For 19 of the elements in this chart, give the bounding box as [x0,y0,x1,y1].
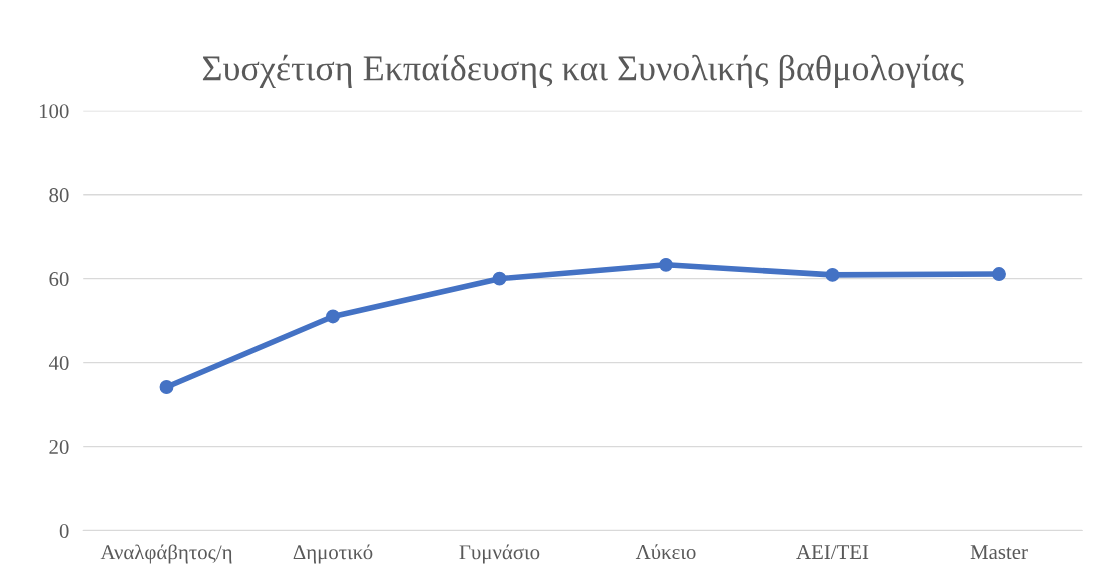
y-tick-label: 80 [49,188,69,203]
x-tick-label: Γυμνάσιο [459,544,540,564]
x-tick-label: Master [970,545,1028,560]
point [825,267,840,282]
y-tick-label: 100 [39,104,69,119]
x-tick-label: Αναλφάβητος/η [100,544,232,564]
chart-title: Συσχέτιση Εκπαίδευσης και Συνολικής βαθμολογίας [202,54,964,88]
y-tick-label: 20 [49,439,69,455]
point [492,271,507,286]
point [659,257,673,272]
x-tick-label: ΑΕΙ/ΤΕΙ [796,545,869,560]
y-tick-label: 60 [49,272,69,287]
point [992,267,1006,282]
y-tick-label: 40 [48,356,69,371]
point [159,380,174,394]
point [326,309,340,324]
x-tick-label: Λύκειο [635,544,696,560]
y-tick-label: 0 [59,523,69,538]
x-tick-label: Δημοτικό [293,544,373,564]
